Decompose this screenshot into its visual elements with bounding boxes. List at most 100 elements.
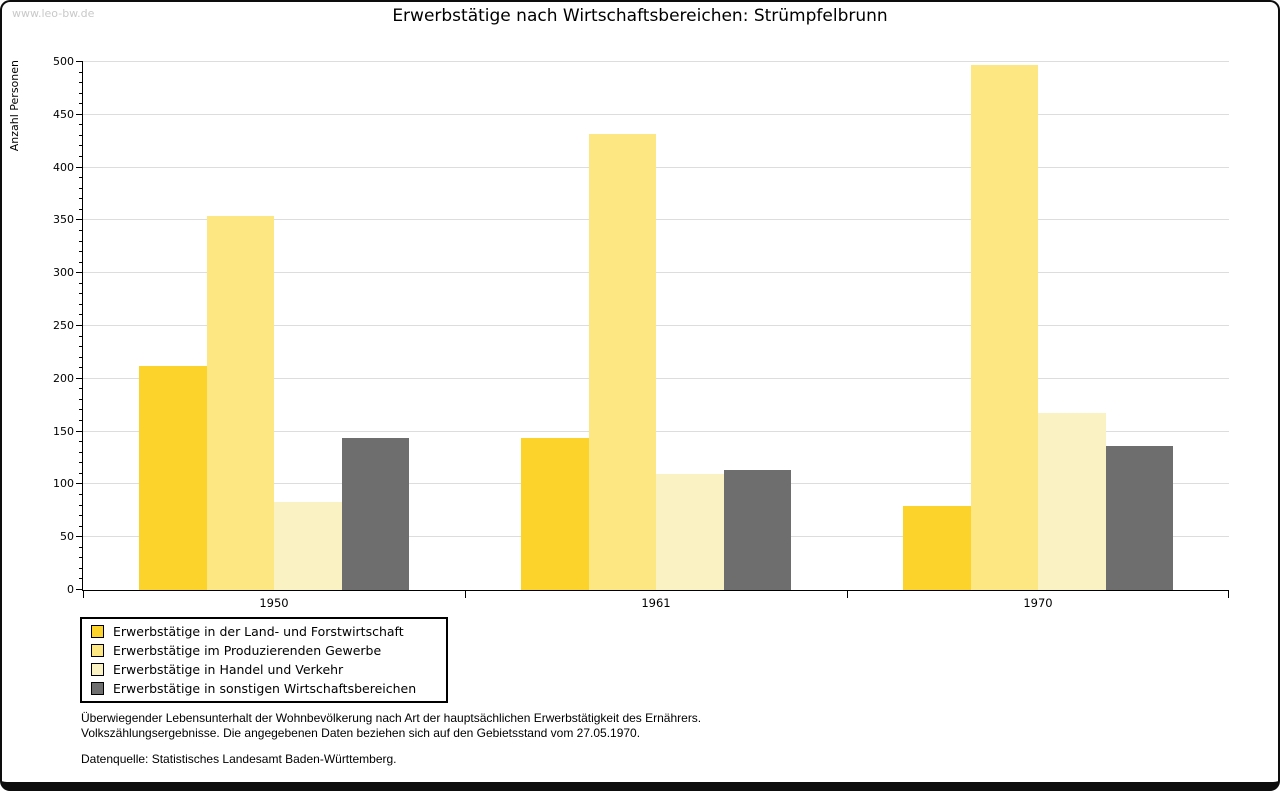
data-source-note: Datenquelle: Statistisches Landesamt Bad… xyxy=(81,752,397,766)
y-minor-tick-470 xyxy=(79,92,83,94)
y-major-tick-200 xyxy=(76,377,83,379)
x-tick-label-1950: 1950 xyxy=(259,596,289,610)
y-major-tick-400 xyxy=(76,166,83,168)
y-major-tick-250 xyxy=(76,325,83,326)
y-minor-tick-460 xyxy=(79,103,83,105)
y-minor-tick-140 xyxy=(79,441,83,443)
y-major-tick-0 xyxy=(76,589,83,590)
y-major-tick-100 xyxy=(76,483,83,485)
gridline-400 xyxy=(83,166,1229,168)
legend-item-0: Erwerbstätige in der Land- und Forstwirt… xyxy=(91,622,438,641)
y-minor-tick-370 xyxy=(79,198,83,200)
y-major-tick-300 xyxy=(76,272,83,274)
bar-1950-series-1 xyxy=(206,216,274,590)
y-minor-tick-360 xyxy=(79,208,83,210)
y-minor-tick-230 xyxy=(79,346,83,348)
legend-item-2: Erwerbstätige in Handel und Verkehr xyxy=(91,660,438,679)
y-tick-label-0: 0 xyxy=(67,583,74,596)
y-minor-tick-130 xyxy=(79,451,83,453)
y-minor-tick-180 xyxy=(79,398,83,400)
footnotes: Überwiegender Lebensunterhalt der Wohnbe… xyxy=(81,711,701,767)
y-tick-label-250: 250 xyxy=(53,319,74,332)
y-minor-tick-430 xyxy=(79,134,83,136)
y-minor-tick-260 xyxy=(79,314,83,316)
y-minor-tick-90 xyxy=(79,493,83,495)
y-minor-tick-70 xyxy=(79,515,83,517)
legend-swatch-1 xyxy=(91,644,104,657)
y-minor-tick-240 xyxy=(79,335,83,337)
footnote-line-2: Volkszählungsergebnisse. Die angegebenen… xyxy=(81,725,641,740)
bar-1950-series-3 xyxy=(341,437,409,590)
y-minor-tick-210 xyxy=(79,367,83,369)
y-minor-tick-110 xyxy=(79,472,83,474)
bar-1961-series-3 xyxy=(723,469,791,590)
y-minor-tick-390 xyxy=(79,177,83,179)
y-tick-label-50: 50 xyxy=(60,530,74,544)
legend: Erwerbstätige in der Land- und Forstwirt… xyxy=(80,617,448,703)
gridline-150 xyxy=(83,430,1229,432)
bar-1970-series-2 xyxy=(1038,412,1106,590)
y-minor-tick-10 xyxy=(79,578,83,580)
y-minor-tick-310 xyxy=(79,261,83,263)
y-minor-tick-330 xyxy=(79,240,83,242)
gridline-500 xyxy=(83,61,1229,62)
y-minor-tick-290 xyxy=(79,282,83,284)
y-major-tick-500 xyxy=(76,61,83,62)
y-tick-label-150: 150 xyxy=(53,424,74,438)
y-minor-tick-170 xyxy=(79,409,83,411)
y-tick-label-500: 500 xyxy=(53,55,74,68)
y-tick-label-450: 450 xyxy=(53,107,74,121)
gridline-250 xyxy=(83,325,1229,326)
legend-item-1: Erwerbstätige im Produzierenden Gewerbe xyxy=(91,641,438,660)
y-minor-tick-320 xyxy=(79,251,83,253)
y-tick-label-200: 200 xyxy=(53,371,74,385)
gridline-450 xyxy=(83,113,1229,115)
x-tick-1 xyxy=(465,591,466,598)
y-major-tick-150 xyxy=(76,430,83,432)
x-tick-label-1970: 1970 xyxy=(1023,596,1053,610)
legend-swatch-0 xyxy=(91,625,104,638)
x-tick-label-1961: 1961 xyxy=(641,596,671,610)
y-minor-tick-280 xyxy=(79,293,83,295)
y-axis-label: Anzahl Personen xyxy=(8,60,21,152)
y-tick-label-300: 300 xyxy=(53,266,74,280)
y-minor-tick-420 xyxy=(79,145,83,147)
gridline-350 xyxy=(83,219,1229,221)
y-minor-tick-440 xyxy=(79,124,83,126)
y-minor-tick-480 xyxy=(79,82,83,84)
y-major-tick-50 xyxy=(76,536,83,538)
bar-1950-series-0 xyxy=(139,366,207,590)
y-minor-tick-20 xyxy=(79,567,83,569)
y-major-tick-350 xyxy=(76,219,83,221)
y-minor-tick-40 xyxy=(79,546,83,548)
legend-label-3: Erwerbstätige in sonstigen Wirtschaftsbe… xyxy=(113,681,417,696)
y-minor-tick-120 xyxy=(79,462,83,464)
y-minor-tick-30 xyxy=(79,557,83,559)
legend-swatch-3 xyxy=(91,682,104,695)
y-minor-tick-410 xyxy=(79,156,83,158)
legend-label-2: Erwerbstätige in Handel und Verkehr xyxy=(113,662,344,677)
y-minor-tick-160 xyxy=(79,420,83,422)
watermark: www.leo-bw.de xyxy=(12,7,95,20)
y-minor-tick-490 xyxy=(79,71,83,73)
y-minor-tick-380 xyxy=(79,187,83,189)
y-minor-tick-220 xyxy=(79,356,83,358)
x-tick-2 xyxy=(847,591,848,598)
legend-label-0: Erwerbstätige in der Land- und Forstwirt… xyxy=(113,624,404,639)
y-minor-tick-80 xyxy=(79,504,83,506)
legend-label-1: Erwerbstätige im Produzierenden Gewerbe xyxy=(113,643,382,658)
bar-1970-series-0 xyxy=(903,505,971,590)
bar-1950-series-2 xyxy=(274,502,342,590)
y-minor-tick-190 xyxy=(79,388,83,390)
x-tick-0 xyxy=(83,591,84,598)
gridline-200 xyxy=(83,377,1229,379)
y-major-tick-450 xyxy=(76,113,83,115)
gridline-300 xyxy=(83,272,1229,274)
legend-swatch-2 xyxy=(91,663,104,676)
y-tick-label-350: 350 xyxy=(53,213,74,227)
y-minor-tick-60 xyxy=(79,525,83,527)
legend-item-3: Erwerbstätige in sonstigen Wirtschaftsbe… xyxy=(91,679,438,698)
bar-1970-series-1 xyxy=(970,65,1038,590)
bar-1961-series-0 xyxy=(521,437,589,590)
